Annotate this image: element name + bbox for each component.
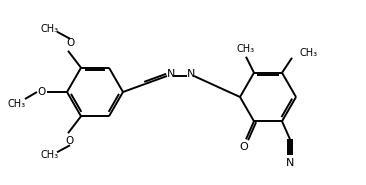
Text: O: O xyxy=(240,142,249,152)
Text: N: N xyxy=(187,69,195,79)
Text: O: O xyxy=(66,38,74,48)
Text: CH₃: CH₃ xyxy=(300,48,318,58)
Text: O: O xyxy=(66,136,74,146)
Text: CH₃: CH₃ xyxy=(41,24,59,34)
Text: N: N xyxy=(167,69,175,79)
Text: CH₃: CH₃ xyxy=(8,99,26,109)
Text: CH₃: CH₃ xyxy=(41,150,59,160)
Text: O: O xyxy=(37,87,45,97)
Text: CH₃: CH₃ xyxy=(237,44,255,54)
Text: N: N xyxy=(286,158,294,168)
